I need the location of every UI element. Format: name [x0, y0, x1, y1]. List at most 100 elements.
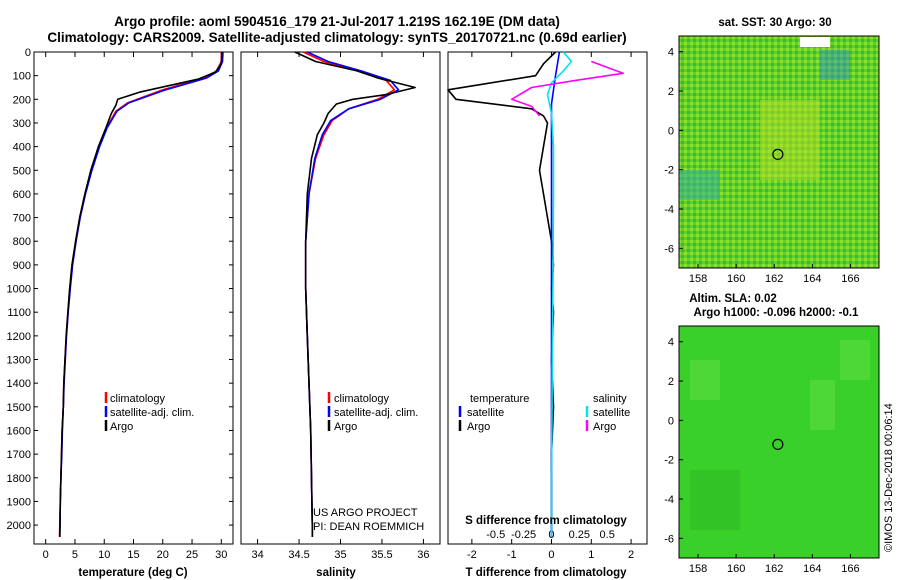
project-credit: US ARGO PROJECT	[313, 507, 418, 519]
sla-patch	[840, 340, 870, 380]
t-diff-legend: temperature satellite Argo	[458, 393, 529, 433]
depth-tick-label: 300	[13, 118, 31, 130]
map-y-tick-label: 2	[668, 86, 674, 98]
temperature-axes-frame	[33, 51, 234, 545]
s-diff-tick-label: 0.5	[600, 529, 615, 541]
sla-map-title: Altim. SLA: 0.02	[689, 293, 777, 305]
depth-tick-label: 1500	[7, 402, 31, 414]
legend-clim-label: climatology	[334, 393, 390, 405]
x-tick-label: 25	[186, 549, 198, 561]
map-x-tick-label: 158	[689, 273, 707, 285]
sla-map-subtitle: Argo h1000: -0.096 h2000: -0.1	[694, 307, 860, 319]
legend-sat-label: satellite-adj. clim.	[110, 407, 194, 419]
depth-tick-label: 1000	[7, 284, 31, 296]
sla-patch	[810, 380, 835, 430]
temperature-x-ticks: 0 5 10 15 20 25 30	[43, 52, 227, 561]
s-diff-legend: salinity satellite Argo	[585, 393, 630, 433]
map-x-tick-label: 160	[727, 563, 745, 575]
depth-tick-label: 1100	[7, 307, 31, 319]
map-y-tick-label: 4	[668, 47, 674, 59]
map-x-tick-label: 162	[765, 563, 783, 575]
map-x-tick-label: 158	[689, 563, 707, 575]
legend-argo-label: Argo	[334, 421, 357, 433]
map-x-tick-label: 164	[803, 563, 821, 575]
header-title-line2: Climatology: CARS2009. Satellite-adjuste…	[47, 30, 626, 45]
depth-tick-label: 200	[13, 94, 31, 106]
sst-map-ticks: 158 160 162 164 166 -6 -4 -2 0 2 4	[664, 47, 859, 285]
legend-t-argo-label: Argo	[467, 421, 490, 433]
x-tick-label: 0	[43, 549, 49, 561]
legend-s-argo-label: Argo	[593, 421, 616, 433]
depth-tick-label: 1800	[7, 473, 31, 485]
argo-location-marker	[772, 148, 784, 160]
sla-map-ticks: 158 160 162 164 166 -6 -4 -2 0 2 4	[664, 337, 859, 575]
x-tick-label: 10	[98, 549, 110, 561]
map-x-tick-label: 164	[803, 273, 821, 285]
map-x-tick-label: 162	[765, 273, 783, 285]
depth-tick-label: 600	[13, 189, 31, 201]
temperature-xlabel: temperature (deg C)	[78, 567, 187, 579]
x-tick-label: 15	[127, 549, 139, 561]
salinity-x-ticks: 34 34.5 35 35.5 36	[251, 52, 430, 561]
temperature-lines	[58, 51, 224, 537]
difference-lines	[447, 51, 624, 537]
map-x-tick-label: 160	[727, 273, 745, 285]
s-diff-tick-label: -0.25	[511, 529, 536, 541]
argo-location-marker	[772, 438, 784, 450]
x-tick-label: 36	[417, 549, 429, 561]
depth-tick-label: 1900	[7, 496, 31, 508]
s-difference-label: S difference from climatology	[465, 515, 627, 527]
imos-stamp: ©IMOS 13-Dec-2018 00:06:14	[883, 403, 895, 552]
x-tick-label: 5	[72, 549, 78, 561]
temperature-legend: climatology satellite-adj. clim. Argo	[104, 392, 194, 433]
t-difference-xlabel: T difference from climatology	[465, 567, 627, 579]
x-tick-label: 35	[334, 549, 346, 561]
x-tick-label: 35.5	[371, 549, 392, 561]
depth-tick-label: 1200	[7, 331, 31, 343]
s-diff-tick-label: -0.5	[486, 529, 505, 541]
legend-s-sat-label: satellite	[593, 407, 630, 419]
map-y-tick-label: -6	[664, 243, 674, 255]
legend-sat-label: satellite-adj. clim.	[334, 407, 418, 419]
pi-credit: PI: DEAN ROEMMICH	[313, 521, 424, 533]
difference-axes-frame	[447, 51, 648, 545]
sst-map-title: sat. SST: 30 Argo: 30	[718, 17, 831, 29]
depth-tick-label: 800	[13, 236, 31, 248]
header-title-line1: Argo profile: aoml 5904516_179 21-Jul-20…	[114, 14, 560, 29]
salinity-legend: climatology satellite-adj. clim. Argo	[327, 392, 418, 433]
x-tick-label: 30	[215, 549, 227, 561]
depth-tick-label: 1300	[7, 355, 31, 367]
sla-map: Altim. SLA: 0.02 Argo h1000: -0.096 h200…	[664, 293, 880, 575]
map-y-tick-label: -2	[664, 455, 674, 467]
depth-tick-label: 400	[13, 142, 31, 154]
map-y-tick-label: 0	[668, 415, 674, 427]
sst-cool-patch	[820, 50, 850, 80]
series-line-argo	[294, 51, 416, 537]
x-tick-label: 0	[548, 549, 554, 561]
series-line-s-argo-clim	[510, 60, 624, 117]
map-y-tick-label: 0	[668, 125, 674, 137]
depth-tick-label: 500	[13, 165, 31, 177]
legend-salinity-title: salinity	[593, 393, 627, 405]
legend-temperature-title: temperature	[470, 393, 529, 405]
legend-t-sat-label: satellite	[467, 407, 504, 419]
depth-tick-label: 100	[13, 71, 31, 83]
map-y-tick-label: -2	[664, 165, 674, 177]
depth-tick-label: 2000	[7, 520, 31, 532]
map-y-tick-label: -4	[664, 494, 674, 506]
salinity-axes-frame	[240, 51, 441, 545]
x-tick-label: 1	[588, 549, 594, 561]
s-diff-tick-label: 0.25	[569, 529, 590, 541]
salinity-panel: 34 34.5 35 35.5 36 salinity climatology sate…	[240, 51, 441, 579]
x-tick-label: 34.5	[288, 549, 309, 561]
depth-tick-label: 700	[13, 213, 31, 225]
salinity-xlabel: salinity	[316, 567, 356, 579]
depth-tick-label: 1600	[7, 425, 31, 437]
depth-tick-label: 900	[13, 260, 31, 272]
sst-missing-data	[800, 37, 830, 47]
map-y-tick-label: -4	[664, 204, 674, 216]
sst-map: sat. SST: 30 Argo: 30 158 160 162 164 166 -6 -…	[664, 17, 880, 285]
map-y-tick-label: 4	[668, 337, 674, 349]
x-tick-label: 34	[251, 549, 263, 561]
depth-tick-label: 0	[25, 47, 31, 59]
